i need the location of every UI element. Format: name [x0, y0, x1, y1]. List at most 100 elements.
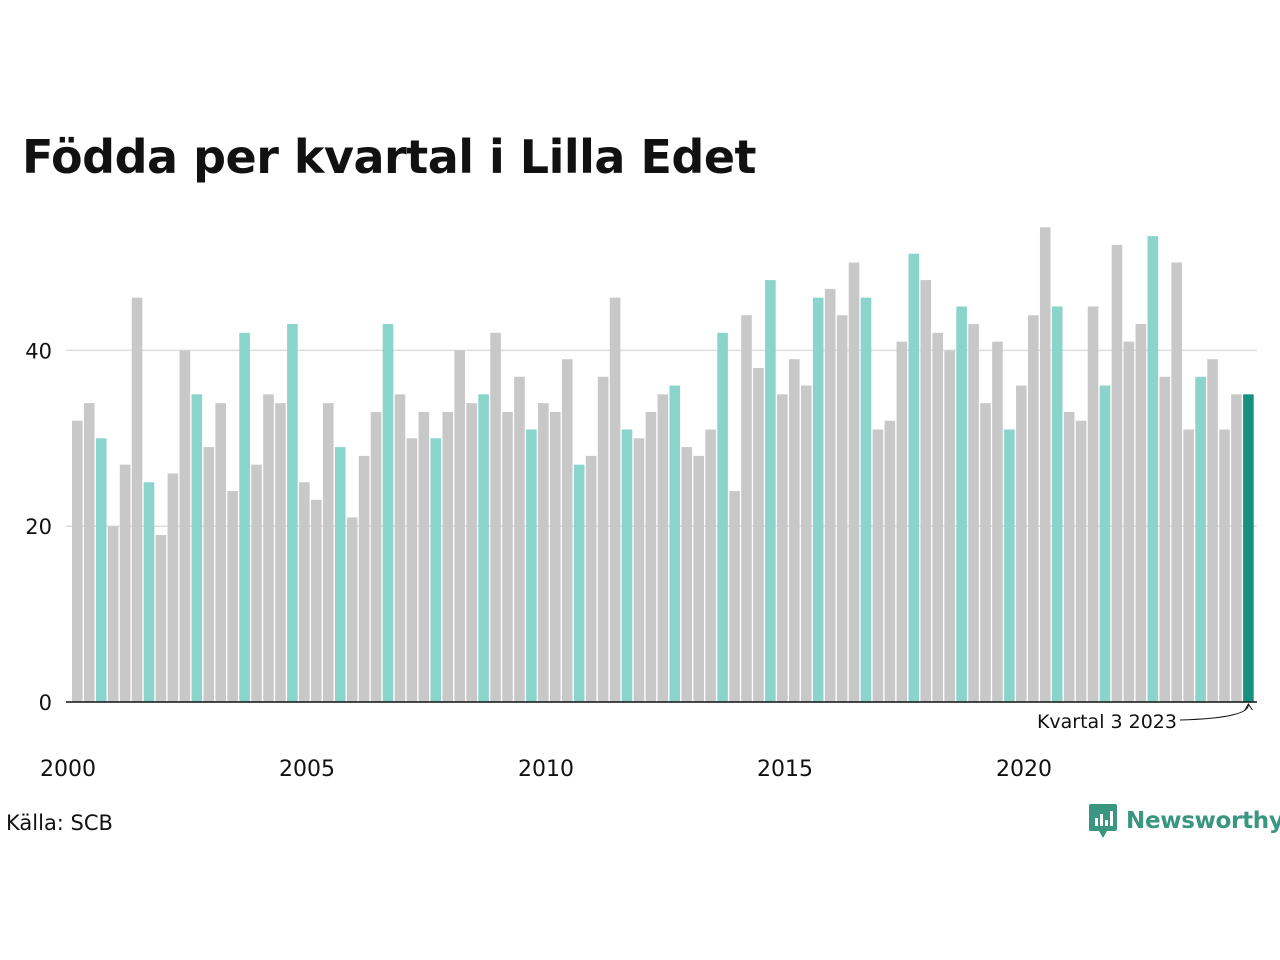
- bar: [968, 324, 979, 702]
- y-tick-label: 0: [39, 691, 52, 715]
- y-tick-label: 20: [25, 515, 52, 539]
- bar: [358, 455, 370, 702]
- bar: [633, 438, 645, 702]
- bar: [179, 350, 191, 702]
- bar: [1099, 385, 1111, 702]
- bar: [167, 473, 179, 702]
- bar: [824, 288, 836, 702]
- bar: [394, 394, 406, 702]
- chart-title: Födda per kvartal i Lilla Edet: [22, 130, 757, 184]
- bar: [1028, 315, 1039, 702]
- annotation-arrowhead: [1243, 703, 1253, 712]
- bar: [872, 429, 884, 702]
- bar: [526, 429, 537, 702]
- bar: [693, 455, 704, 702]
- newsworthy-logo: Newsworthy: [1088, 802, 1280, 840]
- annotation-arrow: [1179, 703, 1249, 721]
- bar: [131, 297, 143, 702]
- bar: [287, 324, 298, 702]
- bar: [1171, 262, 1182, 702]
- bar: [538, 403, 549, 702]
- bar: [1051, 306, 1063, 702]
- bar: [72, 420, 83, 702]
- bar: [263, 394, 274, 702]
- bar: [1195, 376, 1206, 702]
- bar: [1243, 394, 1254, 702]
- bar: [669, 385, 681, 702]
- bar: [645, 411, 657, 702]
- bar: [980, 403, 991, 702]
- bar: [1135, 324, 1147, 702]
- bars: [72, 227, 1254, 703]
- newsworthy-logo-icon: [1089, 804, 1117, 838]
- bar: [406, 438, 418, 702]
- bar: [1231, 394, 1242, 702]
- bar: [561, 359, 573, 702]
- bar: [442, 411, 454, 702]
- bar: [299, 482, 310, 702]
- bar: [741, 315, 752, 702]
- annotation-label: Kvartal 3 2023: [1037, 711, 1177, 733]
- bar: [1159, 376, 1171, 702]
- bar: [107, 526, 119, 702]
- bar: [585, 455, 597, 702]
- bar: [334, 447, 346, 702]
- bar: [884, 420, 896, 702]
- bar: [860, 297, 872, 702]
- bar: [836, 315, 848, 702]
- bar: [681, 447, 693, 702]
- bar: [1207, 359, 1218, 702]
- bar: [311, 499, 322, 702]
- bar: [908, 253, 920, 702]
- axis-ticks: 0 20 40 2000 2005 2010 2015 2020: [25, 339, 1257, 782]
- bar: [478, 394, 489, 702]
- bar: [789, 359, 800, 702]
- bar: [430, 438, 442, 702]
- bar: [920, 280, 932, 702]
- bar: [729, 491, 740, 702]
- bar: [346, 517, 358, 702]
- bar: [119, 464, 131, 702]
- bar: [466, 403, 477, 702]
- bar: [705, 429, 716, 702]
- bar: [143, 482, 155, 702]
- bar: [454, 350, 465, 702]
- bar: [896, 341, 908, 702]
- bar: [239, 332, 250, 702]
- x-tick-label: 2010: [518, 757, 574, 782]
- bar: [550, 411, 561, 702]
- brand-name: Newsworthy: [1126, 808, 1280, 834]
- bar: [95, 438, 107, 702]
- bar: [992, 341, 1003, 702]
- x-tick-label: 2020: [996, 757, 1052, 782]
- bar: [609, 297, 621, 702]
- bar: [155, 534, 167, 702]
- bar: [227, 491, 238, 702]
- bar: [597, 376, 609, 702]
- bar: [275, 403, 286, 702]
- bar: [956, 306, 967, 702]
- bar: [490, 332, 501, 702]
- source-label: Källa: SCB: [6, 811, 113, 835]
- bar: [573, 464, 585, 702]
- bar: [322, 403, 334, 702]
- bar: [812, 297, 824, 702]
- bar: [848, 262, 860, 702]
- bar: [621, 429, 633, 702]
- bar: [203, 447, 215, 702]
- bar: [800, 385, 812, 702]
- x-tick-label: 2000: [40, 757, 96, 782]
- bar: [1039, 227, 1051, 702]
- bar: [932, 332, 943, 702]
- bar: [1016, 385, 1027, 702]
- bar: [215, 403, 226, 702]
- bar: [1123, 341, 1135, 702]
- x-tick-label: 2015: [757, 757, 813, 782]
- bar: [1075, 420, 1087, 702]
- bar: [382, 324, 394, 702]
- bar: [753, 367, 764, 702]
- bar: [514, 376, 525, 702]
- y-tick-label: 40: [25, 339, 52, 363]
- bar: [657, 394, 669, 702]
